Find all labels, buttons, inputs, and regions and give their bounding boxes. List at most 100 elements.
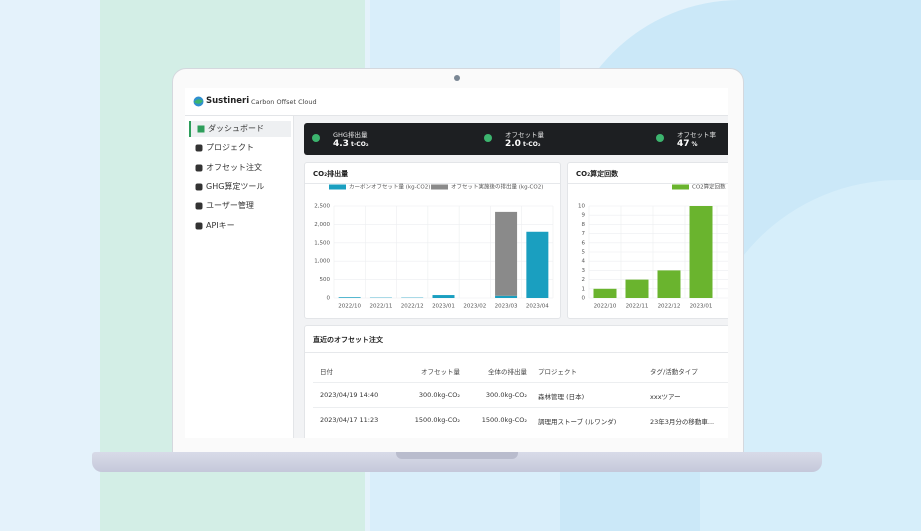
icon-shape (312, 134, 320, 142)
stat-icon (484, 134, 492, 142)
stat-number: 47 (677, 139, 690, 149)
bar (338, 297, 361, 298)
nav-item: APIキー (189, 218, 289, 234)
nav-label: オフセット注文 (206, 162, 262, 172)
column-header: プロジェクト (538, 368, 577, 376)
legend-swatch (329, 184, 346, 190)
icon-shape (195, 202, 203, 210)
bar (526, 231, 549, 298)
legend-label: CO2算定回数 (692, 183, 726, 191)
x-tick-label: 2023/01 (690, 304, 713, 310)
table-cell: 森林管理 (日本) (538, 393, 585, 401)
y-tick-label: 9 (582, 213, 586, 219)
chart-title: CO₂排出量 (313, 170, 349, 178)
table-cell: 2023/04/17 11:23 (320, 416, 379, 424)
stat-label: GHG排出量 (333, 131, 368, 139)
column-header: 全体の排出量 (488, 368, 527, 376)
nav-icon (195, 164, 203, 172)
chart-card: CO₂排出量 0 500 1,000 1,500 2,000 2,500 カーボンオフセット… (304, 162, 561, 319)
x-tick-label: 2022/11 (626, 304, 649, 310)
sidebar: ダッシュボード プロジェクト オフセット注文 GHG算定ツール ユーザー管理 APIキー (185, 116, 294, 438)
nav-item: オフセット注文 (189, 160, 289, 176)
y-tick-label: 1,000 (314, 259, 330, 265)
y-tick-label: 500 (320, 277, 331, 283)
nav-icon (195, 144, 203, 152)
bar (625, 279, 649, 298)
stat-unit: t-CO₂ (522, 141, 541, 148)
y-tick-label: 8 (582, 222, 586, 228)
chart: 0 500 1,000 1,500 2,000 2,500 カーボンオフセット量 (kg-C… (314, 183, 554, 310)
stat-label: オフセット率 (677, 131, 716, 139)
chart-title: CO₂算定回数 (576, 170, 619, 178)
icon-shape (195, 144, 203, 152)
x-tick-label: 2023/01 (432, 304, 455, 310)
y-tick-label: 6 (582, 240, 586, 246)
table-cell: 300.0kg-CO₂ (418, 391, 460, 399)
column-header: タグ/活動タイプ (650, 368, 698, 376)
legend-label: オフセット実施後の排出量 (kg-CO2) (451, 183, 543, 191)
stat-value: 47% (677, 139, 698, 149)
logo (193, 96, 204, 107)
camera (454, 75, 460, 81)
bar (657, 270, 681, 298)
x-tick-label: 2023/03 (495, 304, 518, 310)
stat-unit: % (691, 141, 698, 148)
bar (495, 295, 518, 298)
x-tick-label: 2023/04 (526, 304, 549, 310)
column-header: 日付 (320, 368, 333, 376)
laptop-base (92, 452, 822, 472)
icon-shape (484, 134, 492, 142)
x-tick-label: 2022/12 (658, 304, 681, 310)
table-cell: 1500.0kg-CO₂ (414, 416, 460, 424)
icon-shape (195, 183, 203, 191)
y-tick-label: 2 (582, 277, 586, 283)
stat-value: 4.3 t-CO₂ (333, 139, 368, 149)
stat-number: 2.0 (505, 139, 521, 149)
y-tick-label: 10 (578, 204, 585, 210)
legend-swatch (672, 184, 689, 190)
nav-label: APIキー (206, 220, 235, 230)
y-tick-label: 5 (582, 250, 586, 256)
y-tick-label: 3 (582, 268, 586, 274)
table-cell: 調理用ストーブ (ルワンダ) (538, 418, 617, 426)
laptop-notch (396, 452, 518, 459)
separator (305, 183, 560, 184)
nav-label: プロジェクト (206, 143, 254, 153)
chart-card: CO₂算定回数 0 1 2 3 4 5 6 7 8 9 10 CO2算定回数 2022/10 2022/1… (567, 162, 728, 319)
brand: Sustineri (206, 96, 250, 106)
x-tick-label: 2023/02 (463, 304, 486, 310)
table-cell: 1500.0kg-CO₂ (481, 416, 527, 424)
table-card: 直近のオフセット注文 日付 オフセット量 全体の排出量 プロジェクト タグ/活動タイプ 2… (304, 325, 728, 438)
nav-item: GHG算定ツール (189, 179, 289, 195)
x-tick-label: 2022/12 (401, 304, 424, 310)
stat-unit: t-CO₂ (350, 141, 369, 148)
y-tick-label: 1,500 (314, 240, 330, 246)
table-cell: 2023/04/19 14:40 (320, 391, 379, 399)
legend-label: カーボンオフセット量 (kg-CO2) (349, 183, 430, 191)
y-tick-label: 2,000 (314, 222, 330, 228)
nav-item: ダッシュボード (189, 121, 291, 137)
x-tick-label: 2022/11 (369, 304, 392, 310)
nav-item: ユーザー管理 (189, 198, 289, 214)
screen: Sustineri Carbon Offset Cloud ダッシュボード プロジ… (185, 88, 728, 438)
separator (568, 183, 728, 184)
y-tick-label: 0 (327, 296, 331, 302)
legend-swatch (431, 184, 448, 190)
y-tick-label: 4 (582, 259, 586, 265)
stats-bar: GHG排出量 4.3 t-CO₂ オフセット量 2.0 t-CO₂ オフセット率 47% (304, 123, 728, 155)
product-name: Carbon Offset Cloud (251, 97, 317, 106)
table-cell: xxxツアー (650, 393, 681, 401)
nav-item: プロジェクト (189, 140, 289, 156)
stat: オフセット率 47% (648, 123, 728, 155)
table-cell: 23年3月分の移動車... (650, 418, 715, 426)
app-header: Sustineri Carbon Offset Cloud (185, 88, 728, 116)
y-tick-label: 1 (582, 286, 586, 292)
row-separator (313, 407, 728, 408)
x-tick-label: 2022/10 (338, 304, 361, 310)
stat-number: 4.3 (333, 139, 349, 149)
stat-icon (656, 134, 664, 142)
separator (305, 352, 728, 353)
nav-label: ダッシュボード (208, 124, 264, 133)
bar (432, 295, 455, 298)
